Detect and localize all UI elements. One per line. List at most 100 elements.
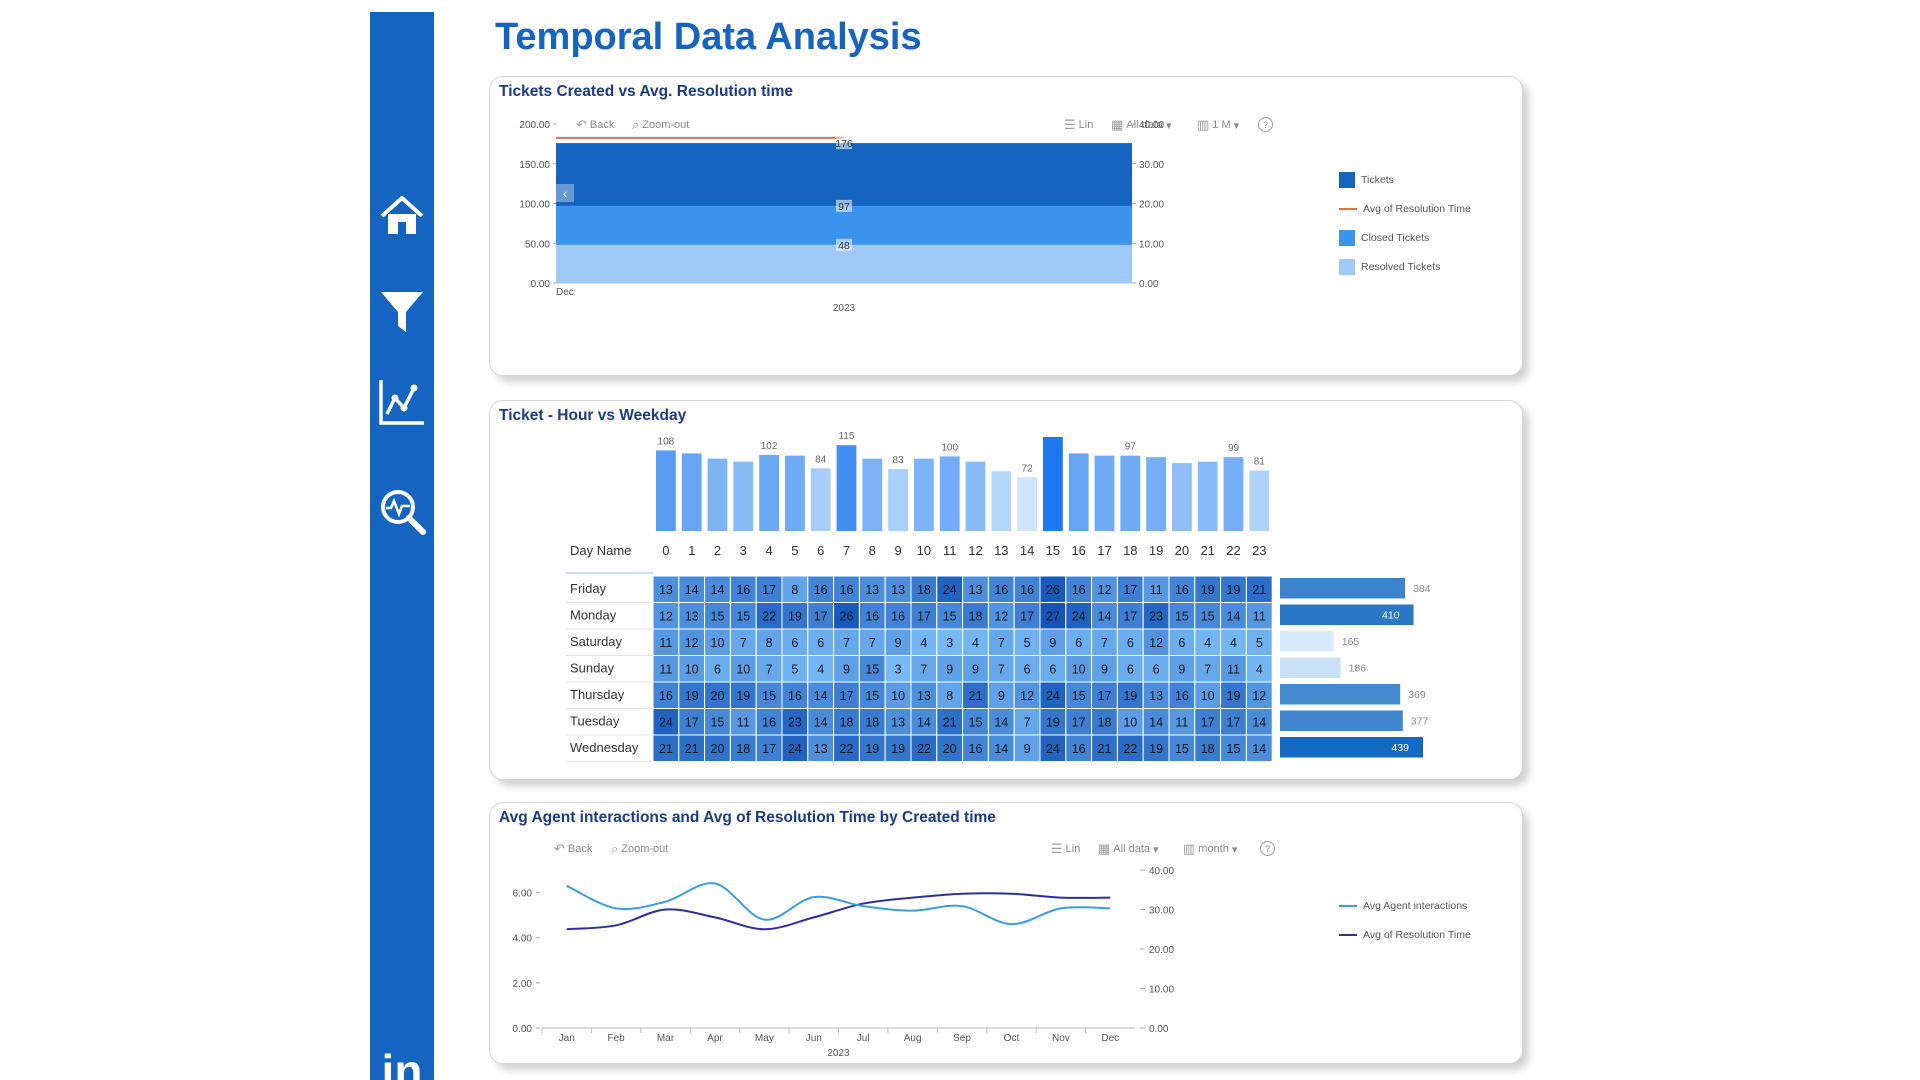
period-dropdown[interactable]: ▥ 1 M ▾ [1197,117,1240,132]
day-label: Friday [570,581,607,596]
hour-bar [1120,455,1141,531]
help-icon[interactable]: ? [1260,841,1275,856]
trend-chart-icon[interactable] [378,378,426,426]
hour-header: 23 [1252,543,1266,558]
heatmap-cell-value: 4 [817,663,824,677]
y2-tick-label: 20.00 [1139,200,1164,211]
heatmap-cell-value: 9 [972,663,979,677]
legend-item-res-time[interactable]: Avg of Resolution Time [1339,194,1471,223]
weekday-total-label: 384 [1413,583,1431,595]
back-button[interactable]: ↶ Back [554,841,593,856]
zoom-out-button[interactable]: ⌕ Zoom-out [632,117,690,132]
home-icon[interactable] [378,192,426,240]
heatmap-cell-value: 19 [736,689,750,703]
y-tick-label: 100.00 [519,200,550,211]
heatmap-cell-value: 13 [814,742,828,756]
heatmap-cell-value: 4 [1230,636,1237,650]
x-tick-label: Apr [707,1033,723,1044]
heatmap-cell-value: 19 [1149,742,1163,756]
all-data-dropdown[interactable]: ▦ All data ▾ [1098,841,1159,856]
scale-lin-button[interactable]: ☰ Lin [1051,841,1081,856]
heatmap-cell-value: 10 [1123,716,1137,730]
heatmap-cell-value: 19 [1201,583,1215,597]
heatmap-cell-value: 10 [1072,663,1086,677]
heatmap-cell [1116,602,1144,630]
hour-bar-label: 83 [893,455,905,466]
heatmap-cell-value: 17 [762,742,776,756]
heatmap-cell [936,628,964,656]
legend-item-resolved[interactable]: Resolved Tickets [1339,252,1471,281]
agent-interactions-series-line [566,882,1111,926]
heatmap-cell [1039,602,1067,630]
back-button[interactable]: ↶ Back [576,117,615,132]
help-icon[interactable]: ? [1258,117,1273,132]
day-label: Monday [570,608,617,623]
y-tick-label: 4.00 [513,934,533,945]
linkedin-icon[interactable]: in [381,1048,423,1080]
swatch [1339,258,1355,275]
data-label-bg [836,238,852,251]
heatmap-cell-value: 16 [1072,583,1086,597]
heatmap-cell [781,734,809,762]
filter-icon[interactable] [378,288,426,336]
heatmap-cell-value: 15 [711,716,725,730]
weekday-total-bar [1280,631,1334,652]
heatmap-cell-value: 14 [1252,742,1266,756]
heatmap-cell [936,681,964,709]
heatmap-cell-value: 16 [1175,583,1189,597]
heatmap-cell-value: 18 [1201,742,1215,756]
period-dropdown[interactable]: ▥ month ▾ [1183,841,1238,856]
hour-bar [991,471,1012,531]
heatmap-cell-value: 9 [843,663,850,677]
all-data-dropdown[interactable]: ▦ All data ▾ [1111,117,1172,132]
swatch [1339,229,1355,246]
weekday-total-bar [1280,578,1406,599]
scale-lin-button[interactable]: ☰ Lin [1064,117,1094,132]
heatmap-cell-value: 11 [659,663,672,677]
hour-header: 17 [1097,543,1111,558]
heatmap-cell [1245,681,1273,709]
y-tick-label: 2.00 [513,979,533,990]
swatch [1339,171,1355,188]
heatmap-cell [1116,708,1144,736]
heatmap-cell [833,681,860,709]
heatmap-cell-value: 10 [736,663,750,677]
hour-bar-label: 108 [658,436,675,447]
heatmap-cell [1065,681,1093,709]
hour-bar [1197,461,1218,531]
zoom-out-button[interactable]: ⌕ Zoom-out [611,841,669,856]
magnifier-pulse-icon[interactable] [378,487,426,535]
heatmap-cell-value: 13 [917,689,931,703]
heatmap-cell-value: 9 [946,663,953,677]
heatmap-cell-value: 17 [917,610,931,624]
heatmap-cell-value: 21 [943,716,957,730]
legend-item-tickets[interactable]: Tickets [1339,165,1471,194]
heatmap-cell [1194,708,1222,736]
agent-resolution-line-chart: 0.00 2.00 4.00 6.00 0.00 10.00 20.00 30.00 40.00… [513,866,1175,1059]
heatmap-cell-value: 14 [1098,610,1112,624]
heatmap-cell [833,708,860,736]
heatmap-cell [833,628,860,656]
legend-item-agent[interactable]: Avg Agent interactions [1339,891,1471,920]
hour-bar [1043,437,1063,531]
hour-header: 3 [740,543,747,558]
heatmap-cell-value: 24 [943,583,957,597]
legend-item-closed[interactable]: Closed Tickets [1339,223,1471,252]
heatmap-cell-value: 18 [736,742,750,756]
hour-header: 6 [817,543,824,558]
weekday-total-label: 439 [1391,742,1409,754]
scroll-left-button[interactable] [556,184,574,202]
heatmap-cell-value: 11 [1150,583,1163,597]
caret-down-icon: ▾ [1231,843,1238,856]
bar-chart-icon: ▥ [1183,841,1196,856]
resolved-tickets-area [556,244,1132,283]
legend-item-res-time[interactable]: Avg of Resolution Time [1339,920,1471,949]
heatmap-cell [936,575,964,603]
heatmap-cell-value: 13 [969,583,983,597]
heatmap-cell [987,708,1015,736]
heatmap-cell-value: 18 [840,716,854,730]
heatmap-cell-value: 7 [1204,663,1211,677]
y-tick-label: 6.00 [513,889,533,900]
heatmap-cell-value: 9 [1178,663,1185,677]
heatmap-cell-value: 19 [1227,583,1241,597]
